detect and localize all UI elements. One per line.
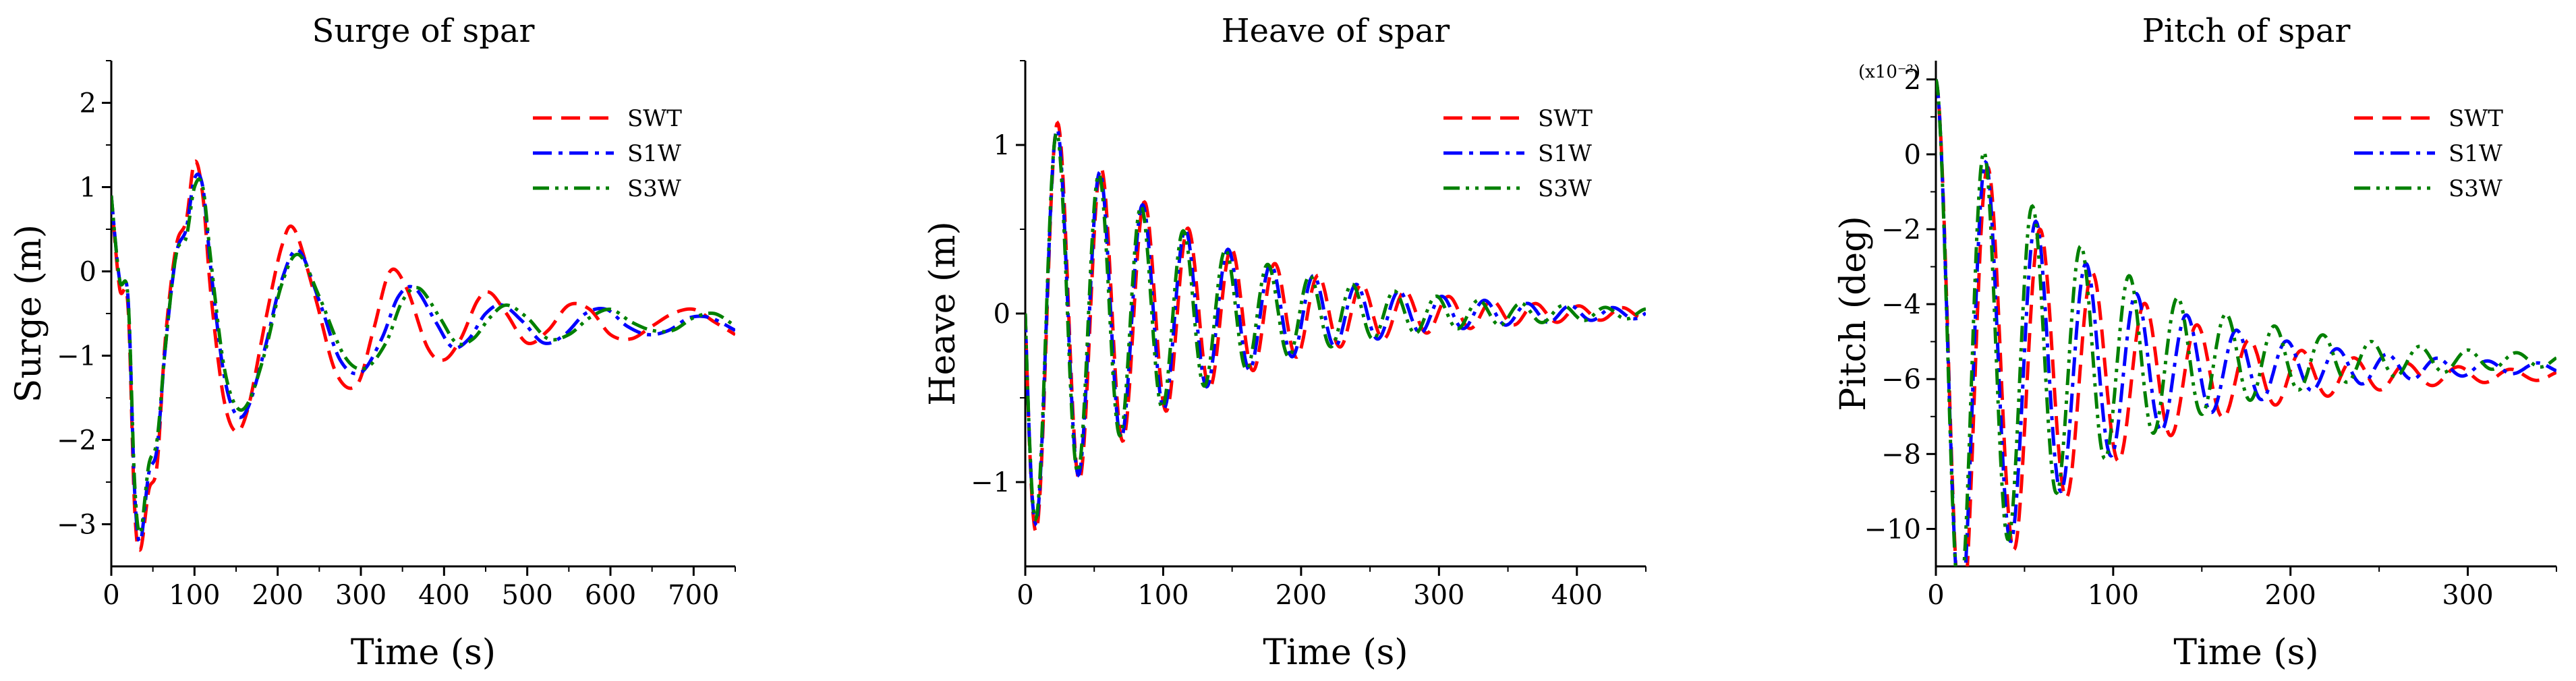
x-tick-label: 0	[1017, 580, 1033, 611]
y-tick-label: 2	[1904, 65, 1921, 96]
legend-label-s3w: S3W	[2449, 175, 2502, 202]
x-tick-label: 200	[2265, 580, 2316, 611]
chart-title: Heave of spar	[1222, 12, 1450, 50]
y-axis-label: Surge (m)	[9, 225, 49, 403]
series-line-swt	[111, 159, 735, 552]
legend-label-s1w: S1W	[2449, 140, 2502, 167]
series-line-s3w	[111, 177, 735, 535]
legend-label-swt: SWT	[1538, 105, 1593, 132]
legend-label-s3w: S3W	[627, 175, 681, 202]
chart-panel-3: Pitch of spar 0 100 200 300 −10 −8 −6 −4 −2 0 2 Time…	[1833, 12, 2557, 673]
y-tick-label: 2	[80, 88, 96, 119]
x-tick-label: 0	[1927, 580, 1944, 611]
x-tick-label: 400	[418, 580, 469, 611]
y-tick-label: −1	[57, 341, 96, 372]
x-tick-label: 100	[2088, 580, 2139, 611]
legend-label-s1w: S1W	[1538, 140, 1592, 167]
x-tick-label: 200	[252, 580, 303, 611]
y-tick-label: −1	[971, 467, 1010, 498]
y-tick-label: −6	[1881, 364, 1921, 395]
x-tick-label: 100	[169, 580, 220, 611]
y-tick-label: 0	[80, 257, 96, 288]
x-tick-label: 200	[1276, 580, 1327, 611]
series-line-s3w	[1025, 131, 1646, 523]
y-tick-label: −8	[1881, 439, 1921, 470]
legend-label-swt: SWT	[627, 105, 682, 132]
y-tick-label: −2	[1881, 214, 1921, 245]
x-axis-label: Time (s)	[1263, 632, 1408, 673]
x-tick-label: 0	[103, 580, 119, 611]
chart-title: Pitch of spar	[2142, 12, 2351, 50]
y-tick-label: 0	[994, 299, 1010, 330]
legend-label-s3w: S3W	[1538, 175, 1592, 202]
legend-label-s1w: S1W	[627, 140, 681, 167]
chart-panel-2: Heave of spar 0 100 200 300 400 −1 0 1 Time (s) He…	[923, 12, 1647, 673]
x-axis-label: Time (s)	[2173, 632, 2318, 673]
x-tick-label: 300	[335, 580, 387, 611]
y-tick-label: −3	[57, 510, 96, 541]
x-tick-label: 700	[668, 580, 719, 611]
legend-label-swt: SWT	[2449, 105, 2503, 132]
y-tick-label: 1	[80, 173, 96, 204]
y-tick-label: 1	[994, 130, 1010, 161]
series-line-s1w	[1025, 126, 1646, 527]
y-tick-label: −4	[1881, 289, 1921, 320]
x-tick-label: 500	[501, 580, 552, 611]
y-tick-label: −2	[57, 425, 96, 456]
y-tick-label: 0	[1904, 140, 1921, 171]
y-axis-label: Pitch (deg)	[1833, 216, 1874, 411]
y-tick-label: −10	[1864, 514, 1921, 545]
x-tick-label: 300	[2442, 580, 2493, 611]
x-tick-label: 100	[1137, 580, 1189, 611]
series-line-s3w	[1936, 79, 2556, 566]
x-tick-label: 600	[585, 580, 636, 611]
x-tick-label: 400	[1551, 580, 1603, 611]
x-axis-label: Time (s)	[351, 632, 496, 673]
x-tick-label: 300	[1413, 580, 1464, 611]
series-line-s1w	[111, 172, 735, 543]
y-scale-note: (x10⁻²)	[1858, 62, 1920, 82]
y-axis-label: Heave (m)	[923, 221, 963, 406]
chart-title: Surge of spar	[312, 12, 535, 50]
chart-panel-1: Surge of spar 0 100 200 300 400 500 600 700 −3 −2 −…	[9, 12, 736, 673]
series-line-s1w	[1936, 79, 2556, 566]
